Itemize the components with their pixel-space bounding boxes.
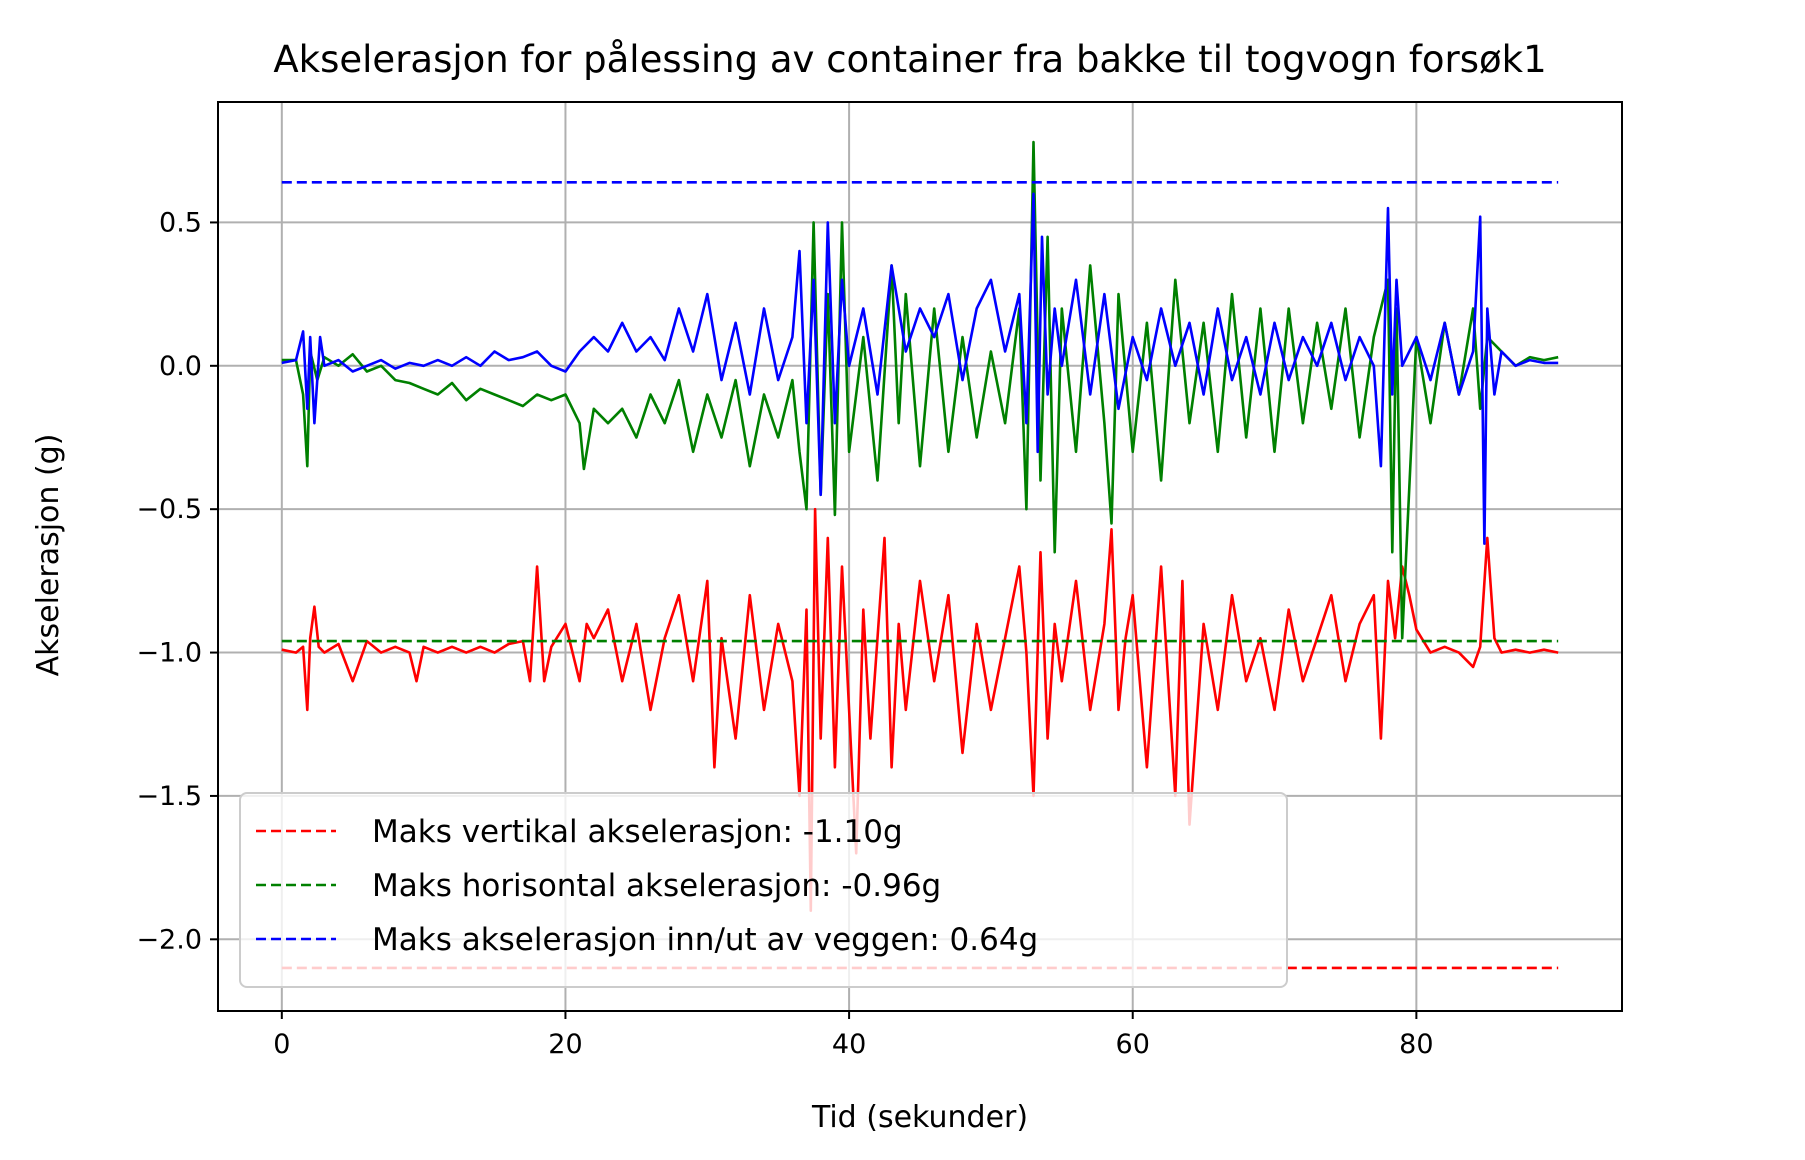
x-tick-label: 20 [548, 1029, 582, 1060]
legend-label: Maks vertikal akselerasjon: -1.10g [372, 814, 903, 850]
y-axis-title: Akselerasjon (g) [31, 434, 66, 677]
series-line-wall [281, 192, 1559, 545]
y-tick-label: −1.5 [136, 781, 202, 812]
y-tick-label: −1.0 [136, 638, 202, 669]
x-tick-label: 40 [832, 1029, 866, 1060]
x-axis-title: Tid (sekunder) [811, 1100, 1028, 1135]
y-tick-label: −2.0 [136, 924, 202, 955]
series-line-vertical [281, 507, 1559, 912]
legend-label: Maks akselerasjon inn/ut av veggen: 0.64… [372, 922, 1038, 958]
y-tick-label: −0.5 [136, 494, 202, 525]
x-tick-label: 80 [1399, 1029, 1433, 1060]
plot-frame [217, 101, 1623, 1012]
chart-title: Akselerasjon for pålessing av container … [273, 38, 1546, 81]
y-tick-label: 0.5 [159, 207, 202, 238]
legend-box [239, 792, 1288, 988]
legend-label: Maks horisontal akselerasjon: -0.96g [372, 868, 941, 904]
x-tick-label: 60 [1116, 1029, 1150, 1060]
legend: Maks vertikal akselerasjon: -1.10g Maks h… [239, 792, 1288, 988]
series-line-horizontal [281, 140, 1559, 640]
tick-layer: 0 20 40 60 80 0.5 0.0 −0.5 −1.0 −1.5 −2.0 [136, 207, 1433, 1060]
x-tick-label: 0 [273, 1029, 290, 1060]
y-tick-label: 0.0 [159, 351, 202, 382]
